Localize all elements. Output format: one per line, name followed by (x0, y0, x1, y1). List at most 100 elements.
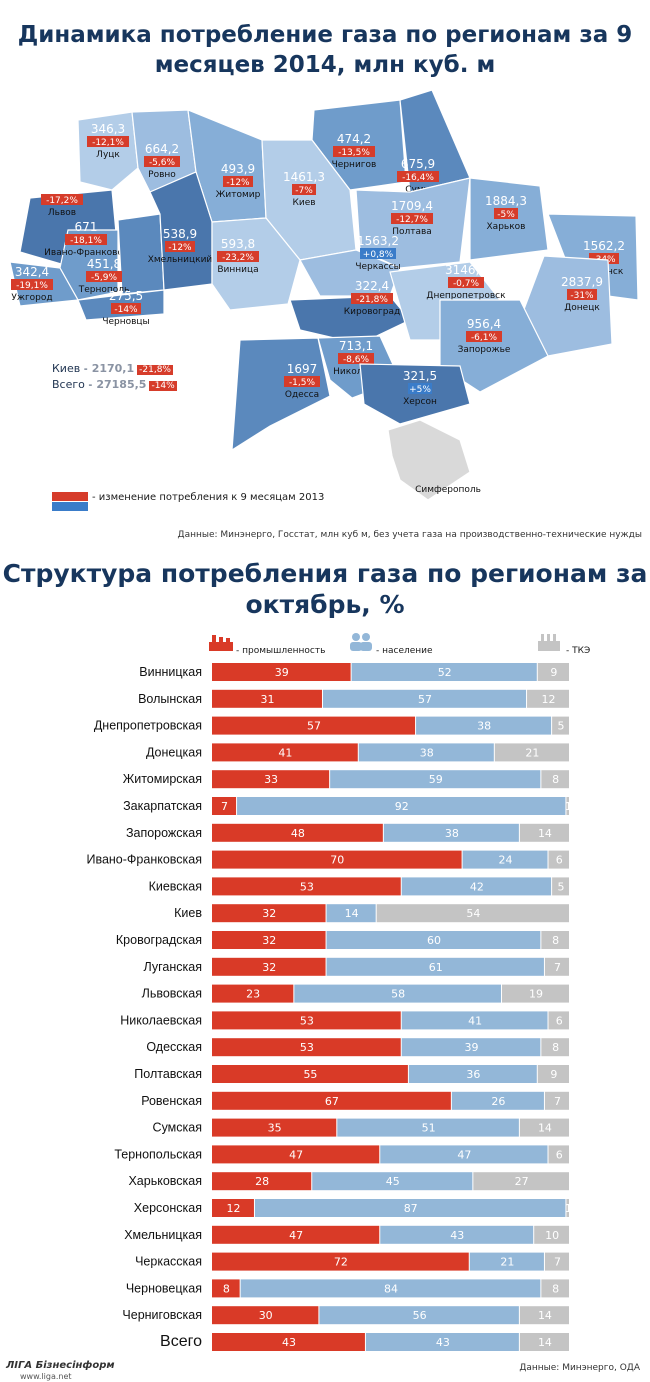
bar-segment (401, 877, 552, 896)
region-value: 1293,7 (41, 180, 83, 194)
region-value: 346,3 (91, 122, 125, 136)
bar-segment (541, 931, 569, 949)
map-region: 322,4 -21,8% Кировоград (289, 279, 411, 345)
bar-segment (473, 1172, 569, 1191)
bar-segment (365, 1333, 519, 1351)
row-label: Николаевская (120, 1013, 202, 1027)
segment-value: 38 (445, 827, 459, 840)
segment-value: 53 (300, 880, 314, 893)
map-total-label: Всего - (52, 378, 93, 391)
segment-value: 30 (259, 1309, 273, 1322)
segment-value: 31 (260, 693, 274, 706)
region-shape (211, 217, 301, 311)
factory-icon (209, 635, 233, 651)
region-change: -16,4% (402, 173, 434, 183)
bar-segment (212, 957, 326, 976)
region-change: -12,7% (396, 215, 428, 225)
bar-legend: - промышленность - население - ТКЭ (0, 633, 650, 664)
row-label: Закарпатская (123, 799, 202, 813)
map-region: 474,2 -13,5% Чернигов (311, 99, 407, 191)
region-change: -12,1% (92, 138, 124, 148)
bar-segment (312, 1172, 473, 1191)
map-total-change: -21,8% (137, 365, 173, 375)
bar-segment (254, 1199, 566, 1217)
segment-value: 56 (413, 1309, 427, 1322)
segment-value: 92 (395, 800, 409, 813)
bar-segment (212, 1252, 469, 1271)
bar-segment (358, 743, 494, 762)
region-name: Черновцы (102, 317, 149, 327)
segment-value: 67 (325, 1095, 339, 1108)
map-region: 593,8 -23,2% Винница (211, 217, 301, 311)
segment-value: 55 (303, 1068, 317, 1081)
bar-segment (212, 1038, 401, 1057)
segment-value: 57 (307, 720, 321, 733)
region-shape (59, 229, 119, 301)
bar-source: Данные: Минэнерго, ОДА (519, 1363, 640, 1373)
region-value: 275,5 (109, 289, 143, 303)
region-change: -1,5% (289, 378, 316, 388)
bar-segment (212, 1118, 337, 1137)
region-value: 713,1 (339, 339, 373, 353)
region-name: Ровно (148, 170, 176, 180)
map-region: 451,8 -5,9% Тернополь (78, 213, 165, 295)
row-label: Черкасская (135, 1255, 202, 1269)
region-value: 322,4 (355, 279, 389, 293)
row-label: Сумская (153, 1121, 202, 1135)
region-change: -0,7% (453, 279, 480, 289)
region-change: -8,6% (343, 355, 370, 365)
region-change-badge (144, 156, 180, 167)
legend-industry: - промышленность (236, 646, 326, 656)
region-change-badge (589, 253, 619, 264)
region-value: 1562,2 (583, 239, 625, 253)
bar-segment (212, 904, 326, 923)
liga-logo: ЛІГА Бізнесінформ www.liga.net (6, 1353, 115, 1381)
segment-value: 7 (554, 1095, 561, 1108)
legend-population: - население (376, 646, 433, 656)
row-label: Запорожская (126, 826, 202, 840)
region-shape (77, 111, 139, 191)
region-value: 1697 (287, 362, 318, 376)
bar-segment (212, 770, 330, 789)
region-name: Днепропетровск (426, 291, 506, 301)
bar-segment (212, 689, 322, 708)
segment-value: 32 (262, 934, 276, 947)
bar-segment (212, 1279, 240, 1298)
row-label: Днепропетровская (94, 719, 202, 733)
bar-segment (408, 1065, 537, 1083)
ukraine-map: 346,3 -12,1% Луцк 664,2 -5,6% Ровно 493,9 -12% Ж… (9, 89, 639, 501)
region-change-badge (11, 279, 53, 290)
row-label: Хмельницкая (124, 1228, 202, 1242)
bar-segment (322, 689, 527, 708)
segment-value: 36 (466, 1068, 480, 1081)
segment-value: 1 (565, 1202, 572, 1215)
region-name: Хмельницкий (148, 255, 213, 265)
bar-segment (544, 1091, 569, 1110)
segment-value: 52 (438, 666, 452, 679)
region-change-badge (165, 241, 195, 252)
region-change-badge (87, 136, 129, 147)
region-change-badge (448, 277, 484, 288)
bar-segment (212, 877, 401, 896)
region-change-badge (111, 303, 141, 314)
region-change: -19,1% (16, 281, 48, 291)
region-name: Харьков (487, 222, 526, 232)
bar-segment (537, 1065, 569, 1083)
row-label: Тернопольская (114, 1147, 202, 1161)
region-value: 493,9 (221, 162, 255, 176)
region-value: 2837,9 (561, 275, 603, 289)
region-change: -6,1% (471, 333, 498, 343)
bar-segment (519, 1306, 569, 1325)
region-value: 342,4 (15, 265, 49, 279)
region-name: Киев (292, 198, 315, 208)
segment-value: 41 (468, 1014, 482, 1027)
bar-title: Структура потребления газа по регионам з… (2, 559, 648, 619)
region-shape (231, 337, 331, 452)
region-value: 1563,2 (357, 234, 399, 248)
segment-value: 42 (470, 880, 484, 893)
segment-value: 8 (552, 1282, 559, 1295)
region-change-badge (391, 213, 433, 224)
segment-value: 38 (477, 720, 491, 733)
bar-segment (326, 931, 541, 949)
